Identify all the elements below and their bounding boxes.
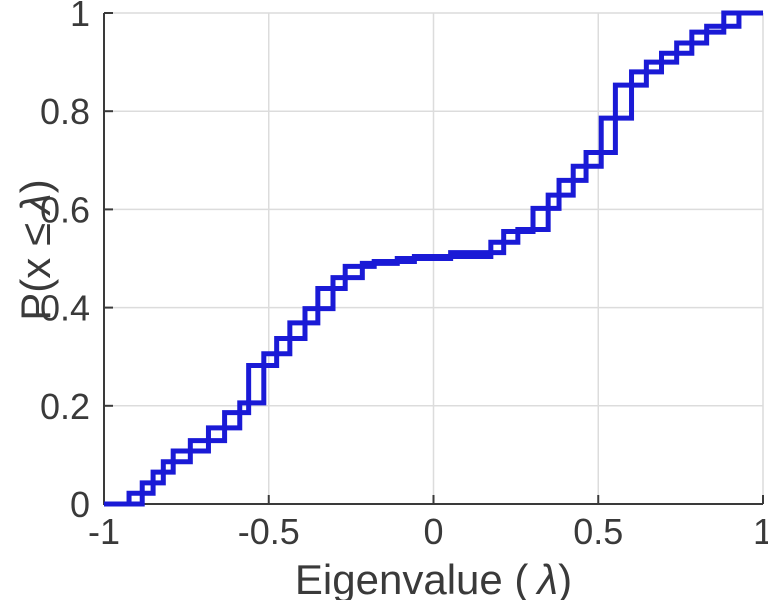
y-tick-label: 0 [70, 484, 90, 525]
y-axis-label-suffix: ) [12, 179, 59, 194]
cdf-step-line-post [104, 10, 763, 507]
y-tick-label: 0.6 [40, 189, 90, 230]
y-axis-label-lambda: λ [12, 193, 59, 214]
x-tick-label: 0.5 [573, 511, 623, 552]
y-axis-label: P(x ≤ λ) [12, 179, 60, 320]
y-tick-label: 1 [70, 0, 90, 34]
y-tick-label: 0.8 [40, 91, 90, 132]
y-axis-label-text: P(x ≤ [12, 222, 59, 321]
x-axis-label-lambda: λ [537, 556, 559, 600]
y-tick-label: 0.2 [40, 386, 90, 427]
axis-ticks [103, 12, 764, 505]
x-axis-label-suffix: ) [558, 556, 573, 600]
tick-labels: -1 -0.5 0 0.5 1 0 0.2 0.4 0.6 0.8 1 [40, 0, 768, 552]
x-tick-label: -0.5 [238, 511, 300, 552]
axes [103, 13, 763, 505]
cdf-step-line-pre [104, 10, 763, 507]
x-axis-label: Eigenvalue (λ) [104, 556, 763, 600]
x-tick-label: -1 [88, 511, 120, 552]
y-tick-label: 0.4 [40, 288, 90, 329]
cdf-curve [104, 10, 763, 507]
gridlines [104, 12, 764, 504]
x-tick-label: 0 [423, 511, 443, 552]
x-axis-label-text: Eigenvalue ( [294, 556, 529, 600]
x-tick-label: 1 [753, 511, 768, 552]
